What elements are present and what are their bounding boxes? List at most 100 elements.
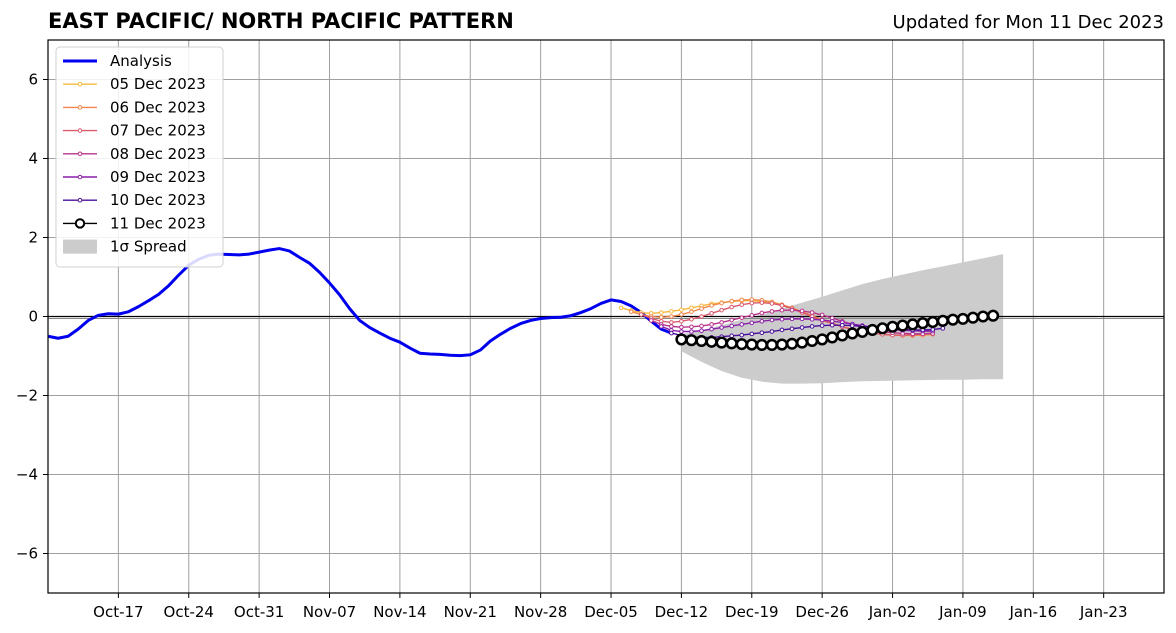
forecast-point (779, 303, 785, 308)
forecast-point (799, 308, 805, 314)
forecast-point (689, 309, 694, 315)
legend-swatch-spread (63, 239, 97, 254)
forecast-point (987, 309, 1000, 322)
forecast-point (709, 311, 714, 316)
forecast-point (866, 323, 879, 336)
forecast-point (799, 325, 805, 330)
forecast-point (628, 309, 634, 315)
x-tick-label: Nov-28 (514, 603, 567, 621)
forecast-point (679, 307, 684, 313)
forecast-point (658, 324, 664, 329)
forecast-point (689, 329, 694, 334)
forecast-point (759, 330, 765, 335)
forecast-point (745, 338, 758, 351)
forecast-point (769, 329, 775, 334)
forecast-point (648, 318, 654, 323)
forecast-point (739, 322, 745, 327)
forecast-point (796, 336, 809, 349)
legend-swatch-marker (77, 105, 83, 110)
forecast-point (679, 312, 684, 317)
legend-swatch-marker (77, 197, 83, 203)
forecast-point (819, 312, 825, 318)
forecast-point (916, 317, 929, 330)
y-tick-label: −4 (16, 466, 38, 484)
forecast-point (779, 307, 785, 313)
x-tick-label: Oct-31 (234, 603, 284, 621)
forecast-point (699, 328, 704, 334)
legend-label: 05 Dec 2023 (110, 75, 206, 93)
forecast-point (719, 307, 724, 313)
x-tick-label: Oct-17 (93, 603, 143, 621)
forecast-point (850, 323, 855, 328)
forecast-point (769, 309, 775, 314)
y-tick-label: 2 (28, 229, 38, 247)
y-tick-label: 4 (28, 150, 38, 168)
x-tick-label: Jan-16 (1008, 603, 1057, 621)
x-tick-label: Jan-23 (1079, 603, 1128, 621)
forecast-point (679, 329, 684, 334)
forecast-point (759, 318, 765, 324)
forecast-point (669, 314, 674, 319)
x-tick-label: Dec-26 (795, 603, 849, 621)
forecast-point (775, 338, 788, 351)
forecast-point (799, 316, 805, 322)
forecast-point (839, 322, 845, 328)
forecast-point (725, 337, 738, 350)
legend-label: 08 Dec 2023 (110, 145, 206, 163)
series-layer (47, 247, 1000, 358)
forecast-point (789, 326, 795, 332)
forecast-point (715, 336, 728, 349)
legend-label: 1σ Spread (110, 238, 187, 256)
forecast-point (729, 304, 734, 310)
forecast-point (779, 316, 785, 322)
forecast-point (719, 325, 724, 330)
forecast-point (749, 320, 755, 326)
forecast-point (679, 324, 684, 330)
forecast-point (789, 307, 795, 313)
x-tick-label: Oct-24 (164, 603, 214, 621)
forecast-point (669, 320, 674, 325)
forecast-point (699, 323, 704, 329)
forecast-point (739, 332, 745, 338)
forecast-point (779, 327, 785, 333)
forecast-point (638, 312, 644, 317)
forecast-point (695, 334, 708, 348)
forecast-point (956, 312, 969, 325)
x-tick-label: Dec-19 (725, 603, 779, 621)
forecast-point (936, 314, 949, 327)
forecast-point (759, 310, 765, 316)
forecast-point (966, 311, 980, 324)
chart-title: EAST PACIFIC/ NORTH PACIFIC PATTERN (48, 9, 514, 33)
legend-label: 10 Dec 2023 (110, 191, 206, 209)
forecast-point (739, 302, 745, 307)
forecast-point (819, 317, 825, 323)
x-tick-label: Nov-21 (444, 603, 497, 621)
forecast-point (785, 337, 799, 350)
forecast-point (906, 318, 919, 331)
forecast-point (789, 316, 795, 322)
x-tick-label: Dec-05 (584, 603, 638, 621)
y-tick-label: 6 (28, 71, 38, 89)
forecast-point (675, 333, 688, 346)
forecast-point (769, 301, 775, 306)
legend-label: 06 Dec 2023 (110, 98, 206, 116)
legend-swatch-marker (77, 151, 83, 157)
forecast-point (705, 335, 718, 348)
forecast-point (930, 327, 936, 332)
forecast-point (769, 317, 775, 323)
forecast-point (699, 306, 704, 311)
forecast-point (749, 331, 755, 337)
forecast-point (729, 298, 734, 304)
forecast-point (685, 334, 698, 347)
forecast-point (709, 326, 714, 332)
forecast-point (829, 318, 835, 324)
forecast-point (618, 305, 624, 311)
legend-swatch-marker (77, 128, 83, 133)
series-analysis-line (47, 247, 672, 358)
forecast-point (836, 329, 849, 342)
legend-label: 09 Dec 2023 (110, 168, 206, 186)
legend-label: 11 Dec 2023 (110, 214, 206, 232)
forecast-point (809, 324, 815, 329)
forecast-point (709, 322, 714, 327)
forecast-point (886, 320, 899, 333)
